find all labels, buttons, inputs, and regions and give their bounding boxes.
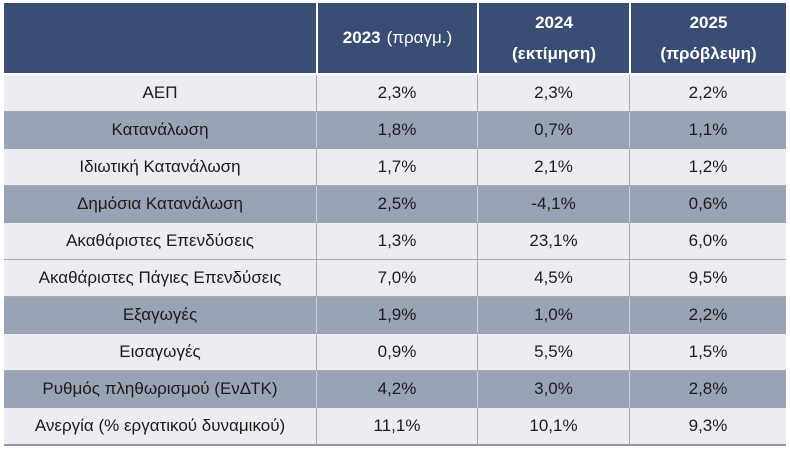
row-value-2023: 0,9% xyxy=(316,334,477,371)
table-row: Ρυθμός πληθωρισμού (ΕνΔΤΚ) 4,2% 3,0% 2,8… xyxy=(4,371,786,408)
row-value-2025: 6,0% xyxy=(629,223,786,260)
row-value-2025: 1,2% xyxy=(629,149,786,186)
row-value-2025: 2,2% xyxy=(629,75,786,112)
row-value-2023: 1,3% xyxy=(316,223,477,260)
row-label: Δημόσια Κατανάλωση xyxy=(4,186,316,223)
header-row: 2023 (πραγμ.) 2024 (εκτίμηση) 2025 (πρόβλ… xyxy=(4,3,786,75)
row-value-2025: 9,3% xyxy=(629,408,786,446)
table-header: 2023 (πραγμ.) 2024 (εκτίμηση) 2025 (πρόβλ… xyxy=(4,3,786,75)
header-2024-note: (εκτίμηση) xyxy=(512,43,596,63)
table-row: ΑΕΠ 2,3% 2,3% 2,2% xyxy=(4,75,786,112)
table-row: Δημόσια Κατανάλωση 2,5% -4,1% 0,6% xyxy=(4,186,786,223)
row-value-2025: 1,1% xyxy=(629,112,786,149)
row-label: Εισαγωγές xyxy=(4,334,316,371)
row-value-2025: 2,8% xyxy=(629,371,786,408)
header-2024-stack: 2024 (εκτίμηση) xyxy=(479,13,629,64)
header-empty-cell xyxy=(4,3,316,75)
row-label: Εξαγωγές xyxy=(4,297,316,334)
row-label: Κατανάλωση xyxy=(4,112,316,149)
table-row: Ανεργία (% εργατικού δυναμικού) 11,1% 10… xyxy=(4,408,786,446)
row-value-2023: 7,0% xyxy=(316,260,477,297)
header-2023-note: (πραγμ.) xyxy=(386,28,453,47)
row-label: Ακαθάριστες Πάγιες Επενδύσεις xyxy=(4,260,316,297)
economic-forecast-table: 2023 (πραγμ.) 2024 (εκτίμηση) 2025 (πρόβλ… xyxy=(4,3,786,446)
row-value-2023: 2,5% xyxy=(316,186,477,223)
row-value-2024: 2,3% xyxy=(477,75,629,112)
table-row: Εισαγωγές 0,9% 5,5% 1,5% xyxy=(4,334,786,371)
row-value-2023: 2,3% xyxy=(316,75,477,112)
header-2025-note: (πρόβλεψη) xyxy=(660,43,757,63)
row-value-2024: 1,0% xyxy=(477,297,629,334)
table-row: Ακαθάριστες Επενδύσεις 1,3% 23,1% 6,0% xyxy=(4,223,786,260)
header-2023-year: 2023 xyxy=(342,28,381,47)
header-col-2023: 2023 (πραγμ.) xyxy=(316,3,477,75)
row-value-2024: 23,1% xyxy=(477,223,629,260)
row-value-2023: 11,1% xyxy=(316,408,477,446)
table-row: Κατανάλωση 1,8% 0,7% 1,1% xyxy=(4,112,786,149)
row-label: Ιδιωτική Κατανάλωση xyxy=(4,149,316,186)
header-2024-year: 2024 xyxy=(535,12,573,32)
header-2025-stack: 2025 (πρόβλεψη) xyxy=(631,13,786,64)
table-row: Ιδιωτική Κατανάλωση 1,7% 2,1% 1,2% xyxy=(4,149,786,186)
row-value-2024: -4,1% xyxy=(477,186,629,223)
row-value-2023: 1,8% xyxy=(316,112,477,149)
table-row: Εξαγωγές 1,9% 1,0% 2,2% xyxy=(4,297,786,334)
table-body: ΑΕΠ 2,3% 2,3% 2,2% Κατανάλωση 1,8% 0,7% … xyxy=(4,75,786,446)
row-label: Ακαθάριστες Επενδύσεις xyxy=(4,223,316,260)
row-value-2023: 1,7% xyxy=(316,149,477,186)
row-value-2024: 3,0% xyxy=(477,371,629,408)
row-label: Ρυθμός πληθωρισμού (ΕνΔΤΚ) xyxy=(4,371,316,408)
header-col-2024: 2024 (εκτίμηση) xyxy=(477,3,629,75)
row-value-2024: 4,5% xyxy=(477,260,629,297)
row-value-2024: 2,1% xyxy=(477,149,629,186)
row-value-2025: 9,5% xyxy=(629,260,786,297)
row-value-2025: 0,6% xyxy=(629,186,786,223)
row-value-2024: 10,1% xyxy=(477,408,629,446)
header-col-2025: 2025 (πρόβλεψη) xyxy=(629,3,786,75)
row-value-2024: 0,7% xyxy=(477,112,629,149)
row-label: Ανεργία (% εργατικού δυναμικού) xyxy=(4,408,316,446)
table-row: Ακαθάριστες Πάγιες Επενδύσεις 7,0% 4,5% … xyxy=(4,260,786,297)
row-value-2025: 2,2% xyxy=(629,297,786,334)
header-2025-year: 2025 xyxy=(689,12,728,32)
row-value-2025: 1,5% xyxy=(629,334,786,371)
row-label: ΑΕΠ xyxy=(4,75,316,112)
row-value-2023: 4,2% xyxy=(316,371,477,408)
row-value-2023: 1,9% xyxy=(316,297,477,334)
row-value-2024: 5,5% xyxy=(477,334,629,371)
